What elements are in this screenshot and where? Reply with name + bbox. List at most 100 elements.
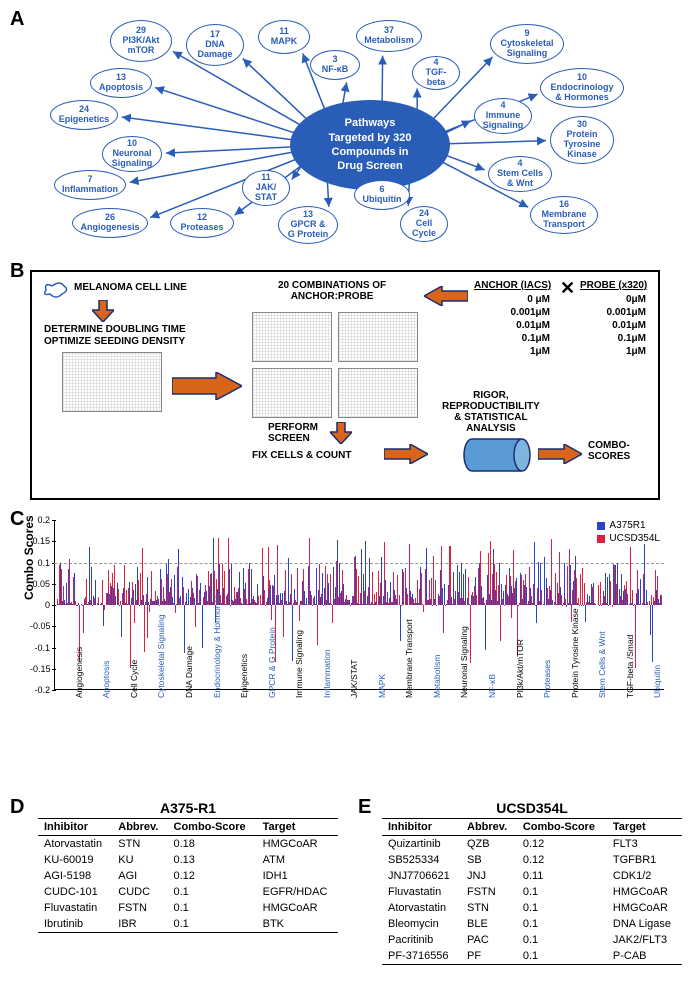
category-label: Inflammation	[322, 649, 332, 698]
pathway-node: 10Endocrinology& Hormones	[540, 68, 624, 108]
combo-bar	[83, 605, 84, 633]
combo-bar	[566, 605, 567, 607]
hub-line3: Compounds in	[332, 145, 409, 159]
combo-bar	[485, 605, 486, 650]
pathway-node: 6Ubiquitin	[354, 180, 410, 210]
legend-item: UCSD354L	[597, 533, 660, 544]
table-cell: 0.12	[168, 868, 257, 884]
combo-bar	[285, 570, 286, 605]
table-d-header-row: InhibitorAbbrev.Combo-ScoreTarget	[38, 819, 338, 836]
table-row: PF-3716556PF0.1P-CAB	[382, 948, 682, 965]
combo-bar	[426, 548, 427, 605]
table-header-cell: Target	[257, 819, 338, 836]
table-d-body: AtorvastatinSTN0.18HMGCoARKU-60019KU0.13…	[38, 836, 338, 933]
table-row: AGI-5198AGI0.12IDH1	[38, 868, 338, 884]
combo-bar	[468, 577, 469, 605]
category-label: GPCR & G Protein	[267, 627, 277, 698]
ytick-label: 0.1	[30, 558, 50, 568]
combo-bar	[381, 557, 382, 605]
plate-q3	[252, 368, 332, 418]
combo-bar	[231, 564, 232, 605]
combo-bar	[283, 605, 284, 637]
pathway-node: 26Angiogenesis	[72, 208, 148, 238]
table-cell: 0.1	[168, 900, 257, 916]
table-row: IbrutinibIBR0.1BTK	[38, 916, 338, 933]
combo-bar	[580, 574, 581, 605]
table-e-header-row: InhibitorAbbrev.Combo-ScoreTarget	[382, 819, 682, 836]
combo-bar	[138, 580, 139, 605]
table-cell: 0.11	[517, 868, 607, 884]
table-header-cell: Abbrev.	[461, 819, 517, 836]
doubling-label-2: OPTIMIZE SEEDING DENSITY	[44, 336, 185, 347]
hub-line2: Targeted by 320	[329, 131, 412, 145]
combo-bar	[516, 578, 517, 605]
panel-b: MELANOMA CELL LINE DETERMINE DOUBLING TI…	[30, 270, 660, 500]
table-d: A375-R1 InhibitorAbbrev.Combo-ScoreTarge…	[38, 800, 338, 933]
combo-bar	[582, 568, 583, 605]
cell-line-label: MELANOMA CELL LINE	[74, 282, 187, 293]
combo-bar	[500, 605, 501, 641]
combo-bar	[417, 580, 418, 605]
perform-label: PERFORM SCREEN	[268, 422, 318, 444]
combo-bar	[470, 605, 471, 663]
chart-legend: A375R1 UCSD354L	[597, 520, 660, 546]
arrow-right-out	[538, 444, 582, 464]
combo-bar	[98, 597, 99, 605]
ytick-label: -0.05	[30, 621, 50, 631]
combo-bar	[188, 589, 189, 605]
combo-bar	[317, 605, 318, 645]
combo-bar	[593, 583, 594, 605]
cylinder-icon	[462, 437, 532, 473]
combo-bar	[661, 595, 662, 605]
table-cell: FSTN	[112, 900, 167, 916]
category-label: Neuronal Signaling	[459, 626, 469, 698]
combo-bar	[358, 576, 359, 605]
table-cell: PAC	[461, 932, 517, 948]
plate-single	[62, 352, 162, 412]
combo-bar	[316, 568, 317, 605]
table-cell: CUDC	[112, 884, 167, 900]
ytick-label: -0.15	[30, 664, 50, 674]
table-cell: AGI	[112, 868, 167, 884]
table-d-table: InhibitorAbbrev.Combo-ScoreTarget Atorva…	[38, 819, 338, 933]
table-cell: CUDC-101	[38, 884, 112, 900]
combo-bar	[356, 569, 357, 605]
plate-q1	[252, 312, 332, 362]
anchor-conc-value: 0.1μM	[492, 333, 550, 344]
combo-bar	[541, 590, 542, 605]
table-cell: ATM	[257, 852, 338, 868]
hub-node: Pathways Targeted by 320 Compounds in Dr…	[290, 100, 450, 190]
table-cell: EGFR/HDAC	[257, 884, 338, 900]
category-label: Immune Signaling	[294, 630, 304, 698]
table-cell: PF-3716556	[382, 948, 461, 965]
table-cell: Quizartinib	[382, 836, 461, 853]
combo-bar	[638, 589, 639, 605]
pathway-node: 4Stem Cells& Wnt	[488, 156, 552, 192]
combo-bar	[126, 590, 127, 605]
combo-bar	[147, 605, 148, 638]
combo-bar	[650, 605, 651, 635]
pathway-node: 13GPCR &G Protein	[278, 206, 338, 244]
combo-bar	[270, 585, 271, 605]
table-cell: 0.1	[168, 916, 257, 933]
pathway-node: 24CellCycle	[400, 206, 448, 242]
combo-bar	[115, 596, 116, 605]
ytick-mark	[52, 690, 56, 691]
rigor-label: RIGOR, REPRODUCTIBILITY & STATISTICAL AN…	[442, 390, 540, 434]
combo-bar	[91, 567, 92, 605]
combo-bar	[197, 576, 198, 605]
combo-bar	[652, 605, 653, 662]
table-cell: SB	[461, 852, 517, 868]
pathway-node: 10NeuronalSignaling	[102, 136, 162, 172]
combo-bar	[551, 539, 552, 605]
combo-bar	[200, 583, 201, 605]
table-row: PacritinibPAC0.1JAK2/FLT3	[382, 932, 682, 948]
combo-bar	[202, 605, 203, 648]
category-label: Metabolism	[432, 655, 442, 698]
combo-bar	[442, 588, 443, 605]
combo-bar	[511, 586, 512, 605]
panel-b-label: B	[10, 260, 24, 283]
combo-bar	[511, 605, 512, 618]
table-e-title: UCSD354L	[382, 800, 682, 819]
combo-bar	[397, 575, 398, 605]
